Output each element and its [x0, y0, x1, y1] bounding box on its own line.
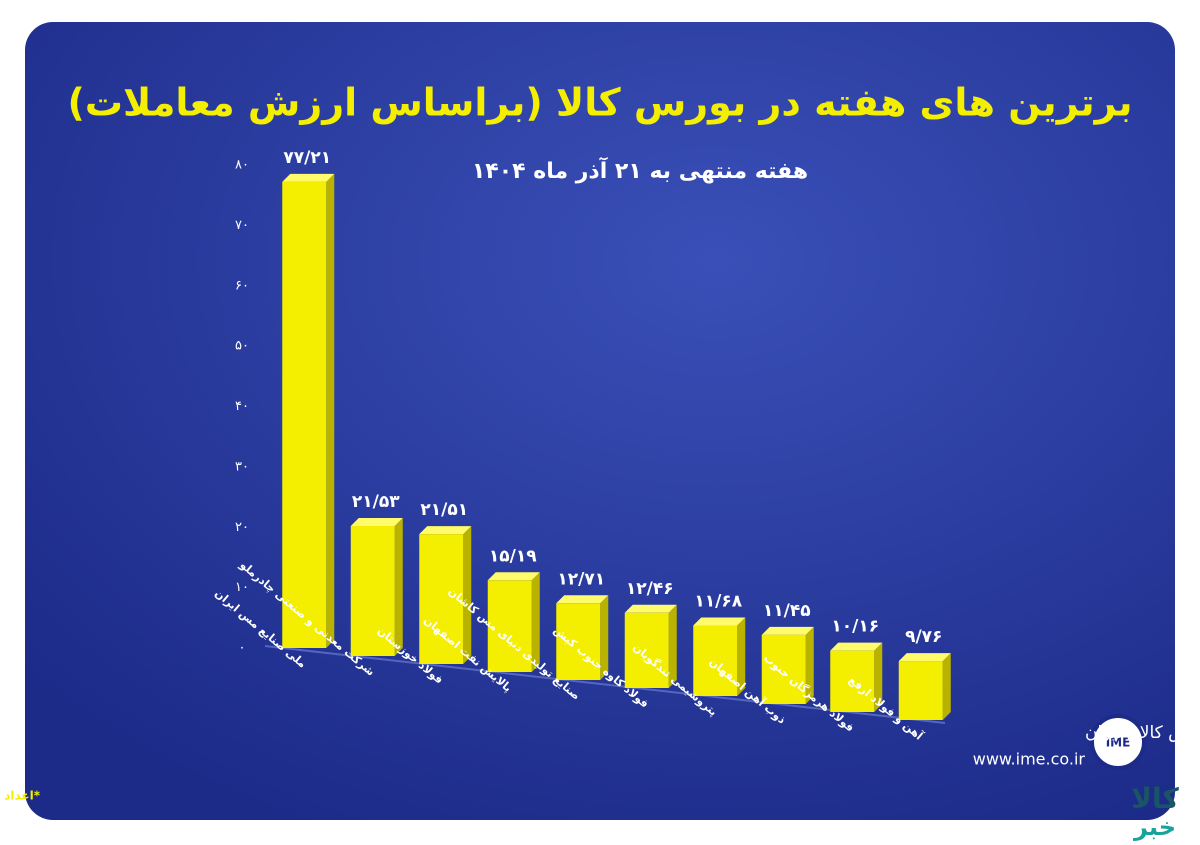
- bar-top: [898, 653, 951, 662]
- chart-subtitle: هفته منتهی به ۲۱ آذر ماه ۱۴۰۴: [472, 156, 808, 184]
- value-label: ۷۷/۲۱: [283, 148, 331, 168]
- y-tick-label: ۷۰: [235, 218, 249, 233]
- bar: [693, 625, 738, 696]
- bar-side: [737, 617, 746, 696]
- bar-top: [350, 518, 403, 527]
- logo-mark: IME: [1106, 736, 1131, 750]
- value-label: ۲۱/۵۳: [352, 492, 400, 512]
- value-label: ۹/۷۶: [905, 627, 942, 647]
- bar: [282, 181, 327, 649]
- value-label: ۱۲/۴۶: [626, 579, 674, 599]
- y-tick-label: ۱۰: [235, 580, 249, 595]
- bar-top: [830, 642, 883, 651]
- watermark: خبر: [1133, 813, 1176, 841]
- bar-side: [394, 518, 403, 656]
- logo-name: بورس کالای ایران: [1085, 723, 1200, 743]
- bar-top: [556, 595, 609, 604]
- logo-circle: [1090, 714, 1146, 770]
- bar: [624, 612, 669, 688]
- bar: [487, 580, 532, 672]
- bar: [898, 661, 943, 720]
- y-tick-label: ۸۰: [235, 158, 249, 173]
- bar-top: [487, 572, 540, 581]
- bar-top: [761, 626, 814, 635]
- bar-side: [942, 653, 951, 720]
- bar: [350, 526, 395, 656]
- value-label: ۱۲/۷۱: [557, 569, 605, 589]
- y-tick-label: ۰: [239, 641, 246, 656]
- footnote: *اعداد برحسب هزار میلیارد ریال است: [0, 789, 41, 803]
- watermark: کالا: [1131, 782, 1179, 815]
- bar-side: [600, 595, 609, 680]
- value-label: ۱۰/۱۶: [831, 617, 879, 637]
- logo-url: www.ime.co.ir: [973, 750, 1086, 769]
- bar-top: [624, 604, 677, 613]
- bar: [419, 534, 464, 664]
- value-label: ۱۵/۱۹: [489, 546, 537, 566]
- y-tick-label: ۳۰: [235, 459, 249, 474]
- value-label: ۱۱/۶۸: [694, 591, 742, 611]
- bar-side: [531, 572, 540, 672]
- bar-top: [419, 526, 472, 535]
- bar-side: [463, 526, 472, 664]
- bar: [761, 634, 806, 704]
- bar-top: [282, 173, 335, 182]
- y-tick-label: ۴۰: [235, 399, 249, 414]
- value-label: ۲۱/۵۱: [420, 500, 468, 520]
- bar: [830, 650, 875, 712]
- panel: [25, 22, 1175, 820]
- bar: [556, 603, 601, 680]
- bar-side: [668, 604, 677, 688]
- value-label: ۱۱/۴۵: [763, 601, 811, 621]
- y-tick-label: ۶۰: [235, 278, 249, 293]
- bar-side: [805, 626, 814, 704]
- chart-title: برترین های هفته در بورس کالا (براساس ارز…: [67, 81, 1132, 125]
- bar-top: [693, 617, 746, 626]
- bar-side: [874, 642, 883, 712]
- logo: IME بورس کالای ایران www.ime.co.ir: [973, 714, 1200, 770]
- bar-side: [326, 173, 335, 649]
- y-tick-label: ۲۰: [235, 520, 249, 535]
- y-tick-label: ۵۰: [235, 339, 249, 354]
